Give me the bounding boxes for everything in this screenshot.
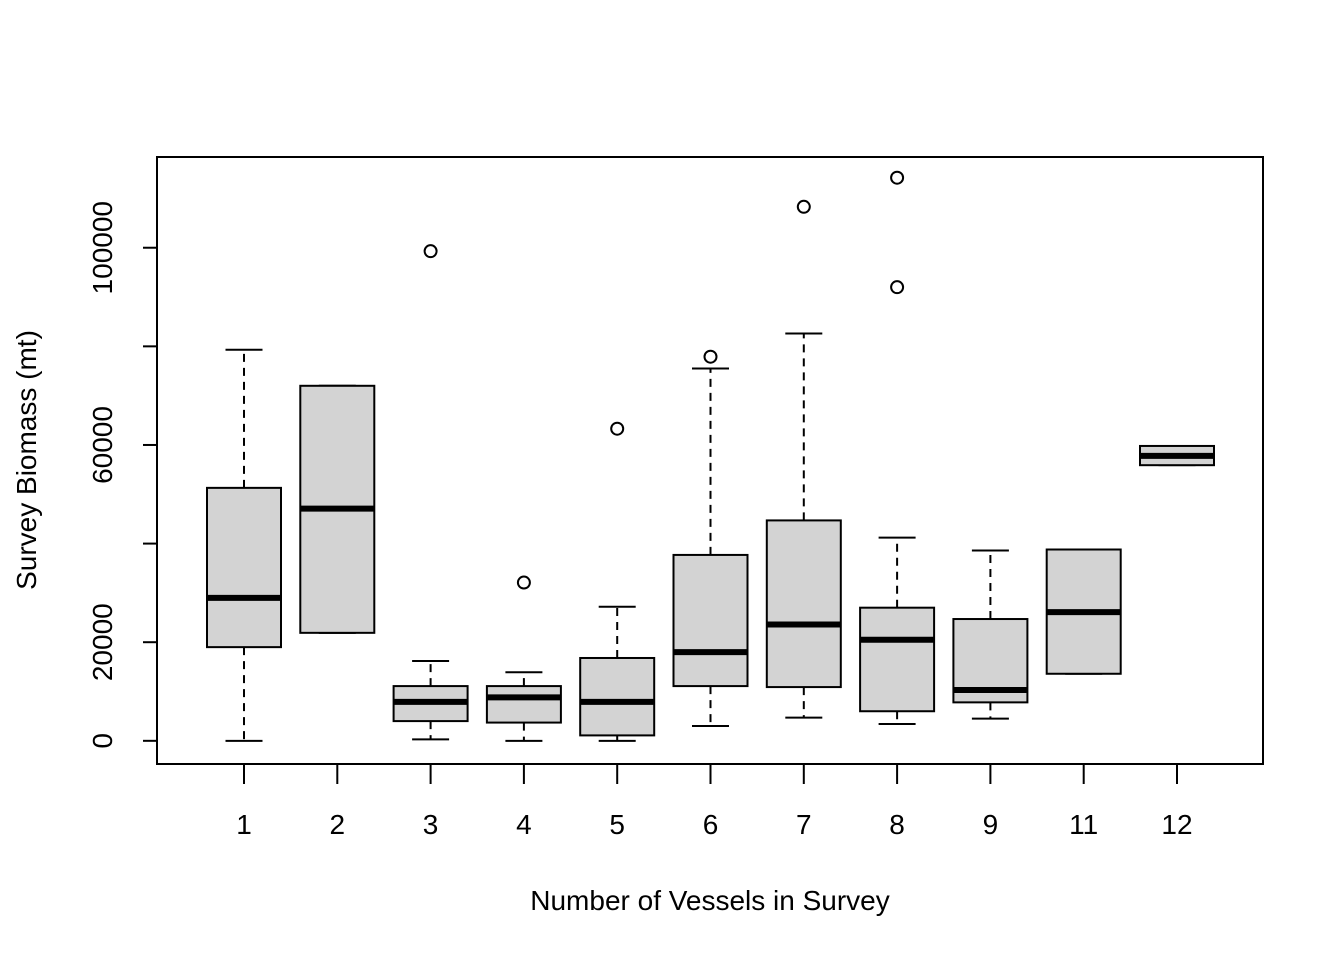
x-tick-label: 9 (983, 809, 999, 840)
outlier-point (516, 575, 531, 590)
x-axis: 1 2 3 4 5 6 7 8 9 11 12 (236, 764, 1193, 840)
outlier-point (610, 421, 625, 436)
box-group-9 (952, 549, 1029, 720)
x-tick-label: 4 (516, 809, 532, 840)
x-tick-label: 5 (609, 809, 625, 840)
x-tick-label: 1 (236, 809, 252, 840)
y-tick-label: 60000 (87, 406, 118, 484)
box-iqr (765, 519, 842, 689)
x-axis-title: Number of Vessels in Survey (530, 885, 890, 916)
x-tick-label: 8 (889, 809, 905, 840)
y-tick-label: 20000 (87, 603, 118, 681)
y-tick-label: 0 (87, 733, 118, 749)
x-tick-label: 2 (330, 809, 346, 840)
box-group-3 (392, 244, 469, 741)
x-tick-label: 6 (703, 809, 719, 840)
outlier-point (890, 170, 905, 185)
x-tick-label: 11 (1069, 809, 1098, 840)
outlier-point (890, 280, 905, 295)
box-group-5 (579, 421, 656, 742)
y-axis-title: Survey Biomass (mt) (11, 330, 42, 590)
box-group-2 (299, 384, 376, 634)
x-tick-label: 3 (423, 809, 439, 840)
box-iqr (672, 553, 749, 688)
box-group-12 (1139, 444, 1215, 467)
box-iqr (485, 685, 562, 724)
box-group-1 (206, 348, 282, 742)
plot-marks (206, 170, 1215, 742)
y-tick-label: 100000 (87, 201, 118, 294)
outlier-point (796, 199, 811, 214)
box-group-7 (765, 199, 842, 719)
x-tick-label: 12 (1161, 809, 1192, 840)
box-group-6 (672, 349, 749, 728)
box-group-4 (485, 575, 562, 742)
box-iqr (206, 486, 282, 649)
box-iqr (579, 656, 656, 737)
y-axis: 0 20000 60000 100000 (87, 201, 157, 749)
x-tick-label: 7 (796, 809, 812, 840)
box-group-11 (1045, 548, 1122, 675)
box-group-8 (859, 170, 936, 726)
outlier-point (423, 244, 438, 259)
box-iqr (859, 606, 936, 713)
outlier-point (703, 349, 718, 364)
